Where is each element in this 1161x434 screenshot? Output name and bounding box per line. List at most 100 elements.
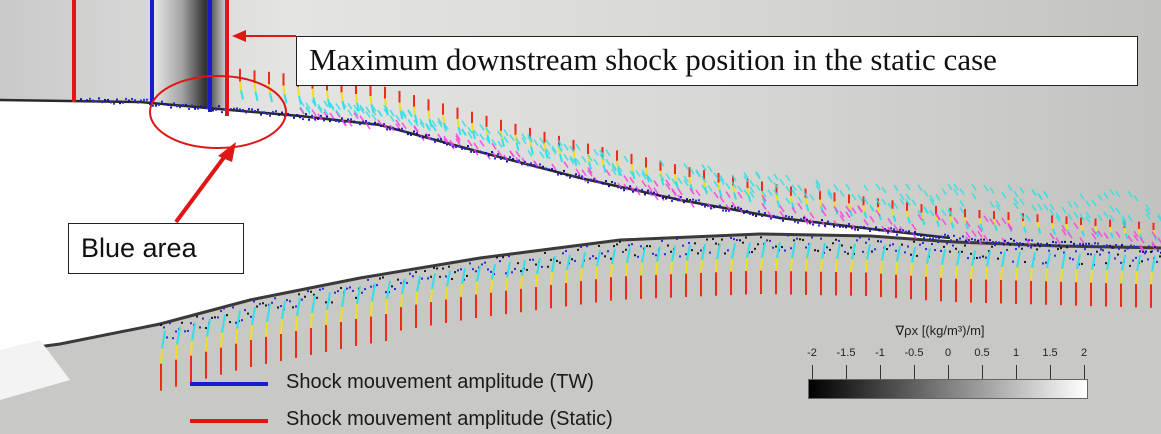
profile-glyph (530, 146, 534, 155)
profile-glyph (1046, 252, 1051, 269)
wall-scatter (635, 188, 637, 191)
wall-scatter (926, 235, 928, 238)
wall-scatter (272, 111, 274, 114)
wall-scatter (878, 229, 880, 232)
profile-glyph (369, 95, 373, 105)
hatch-glyph (1097, 193, 1103, 201)
wall-scatter (821, 219, 823, 222)
wall-scatter (1139, 250, 1141, 253)
profile-glyph (1123, 227, 1127, 234)
hatch-glyph (773, 189, 779, 197)
wall-scatter (986, 241, 988, 244)
wall-scatter (341, 117, 343, 120)
wall-scatter (95, 100, 97, 103)
wall-scatter (892, 243, 894, 246)
wall-scatter (1025, 238, 1027, 241)
hatch-glyph (779, 205, 785, 213)
hatch-glyph (353, 104, 359, 112)
wall-scatter (1154, 246, 1156, 249)
hatch-glyph (533, 139, 539, 146)
colorbar-tick-label: -0.5 (904, 347, 924, 359)
wall-scatter (155, 104, 157, 107)
wall-scatter (143, 98, 145, 101)
wall-scatter (848, 222, 850, 225)
wall-scatter (1117, 253, 1119, 256)
callout-shock-position: Maximum downstream shock position in the… (296, 36, 1138, 86)
wall-scatter (520, 270, 522, 273)
hatch-glyph (575, 168, 581, 176)
hatch-glyph (725, 191, 731, 199)
hatch-glyph (1127, 190, 1133, 198)
hatch-glyph (551, 163, 557, 171)
wall-scatter (962, 235, 964, 238)
wall-scatter (488, 154, 490, 157)
hatch-glyph (947, 208, 953, 215)
wall-scatter (487, 268, 489, 271)
wall-scatter (895, 249, 897, 252)
profile-glyph (220, 332, 223, 348)
profile-glyph (325, 309, 328, 326)
profile-glyph (456, 118, 460, 128)
profile-glyph (398, 102, 402, 112)
hatch-glyph (977, 230, 983, 238)
wall-scatter (248, 107, 250, 110)
hatch-glyph (395, 119, 401, 127)
hatch-glyph (1079, 193, 1085, 201)
wall-scatter (445, 275, 447, 278)
hatch-glyph (545, 139, 551, 146)
wall-scatter (575, 173, 577, 176)
wall-scatter (256, 305, 258, 308)
wall-scatter (631, 243, 633, 246)
wall-scatter (581, 175, 583, 178)
wall-scatter (473, 151, 475, 154)
profile-glyph (415, 291, 418, 305)
hatch-glyph (1067, 213, 1073, 221)
wall-scatter (346, 287, 348, 290)
wall-scatter (940, 249, 942, 252)
hatch-glyph (797, 202, 803, 210)
profile-glyph (775, 257, 778, 272)
wall-scatter (245, 111, 247, 114)
wall-scatter (961, 250, 963, 253)
wall-scatter (190, 322, 192, 325)
wall-scatter (614, 182, 616, 185)
wall-scatter (1016, 242, 1018, 245)
wall-scatter (844, 250, 846, 253)
profile-glyph (250, 324, 253, 341)
wall-scatter (613, 245, 615, 248)
wall-scatter (164, 103, 166, 106)
wall-scatter (199, 326, 201, 329)
profile-glyph (431, 273, 436, 290)
profile-glyph (836, 243, 841, 260)
wall-scatter (197, 107, 199, 110)
wall-scatter (529, 258, 531, 261)
profile-glyph (506, 261, 511, 278)
wall-scatter (442, 267, 444, 270)
wall-scatter (826, 246, 828, 249)
hatch-glyph (1103, 232, 1109, 240)
hatch-glyph (1043, 203, 1049, 211)
colorbar-tickmark (982, 365, 983, 379)
wall-scatter (994, 244, 996, 247)
profile-glyph (239, 81, 242, 91)
wall-scatter (902, 229, 904, 232)
wall-scatter (347, 118, 349, 121)
wall-scatter (475, 270, 477, 273)
hatch-glyph (1085, 211, 1091, 219)
profile-glyph (1052, 228, 1056, 235)
wall-scatter (574, 259, 576, 262)
wall-scatter (1097, 242, 1099, 245)
wall-scatter (1064, 240, 1066, 243)
wall-scatter (700, 249, 702, 252)
hatch-glyph (575, 158, 581, 166)
hatch-glyph (1139, 244, 1145, 252)
profile-glyph (160, 348, 163, 364)
wall-scatter (223, 307, 225, 310)
wall-scatter (134, 99, 136, 102)
profile-glyph (386, 280, 391, 300)
wall-scatter (866, 227, 868, 230)
hatch-glyph (863, 184, 869, 192)
hatch-glyph (413, 119, 419, 127)
hatch-glyph (479, 139, 485, 147)
